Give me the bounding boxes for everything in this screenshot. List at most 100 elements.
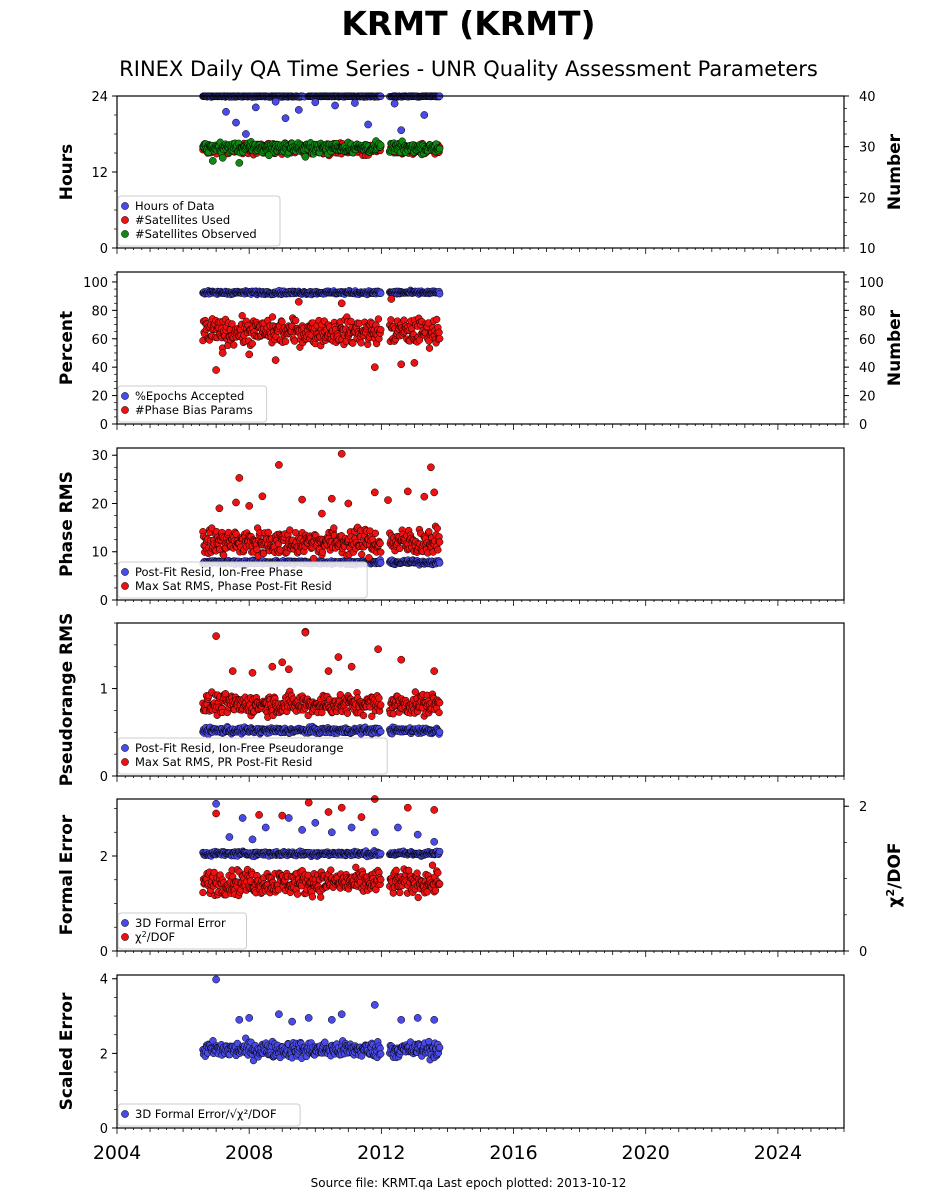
data-point-outlier: [337, 299, 346, 308]
data-point: [433, 524, 441, 533]
data-point: [292, 316, 300, 325]
legend-box: [117, 737, 388, 775]
data-point: [230, 341, 238, 349]
series-blue: [199, 286, 444, 299]
legend-label: Post-Fit Resid, Ion-Free Phase: [135, 565, 303, 579]
legend-marker: [121, 216, 129, 224]
data-point-outlier: [337, 803, 346, 812]
data-point-outlier: [384, 496, 392, 504]
data-point: [413, 869, 421, 877]
data-point: [431, 886, 440, 895]
y-tick-label: 30: [91, 449, 108, 464]
series-group: [199, 449, 444, 569]
data-point: [436, 290, 444, 298]
data-point-outlier: [212, 632, 220, 640]
data-point-outlier: [324, 808, 333, 816]
data-point: [318, 708, 326, 717]
y-right-tick-label: 10: [859, 242, 876, 257]
data-point: [377, 548, 385, 556]
y-right-axis-label: Number: [885, 133, 905, 210]
data-point: [268, 313, 277, 321]
data-point-outlier: [294, 106, 303, 114]
data-point: [377, 727, 385, 736]
data-point: [308, 893, 317, 901]
data-point: [371, 529, 380, 537]
data-point: [434, 869, 442, 877]
data-point: [208, 524, 216, 532]
data-point-outlier: [344, 499, 353, 508]
legend-box: [117, 195, 281, 247]
data-point: [411, 688, 419, 696]
legend-marker: [121, 758, 129, 766]
series-red: [199, 795, 444, 902]
data-point: [290, 337, 299, 345]
y-right-tick-label: 20: [859, 191, 876, 206]
y-right-tick-label: 40: [859, 90, 876, 105]
data-point-outlier: [251, 103, 260, 112]
legend-label: 3D Formal Error: [135, 916, 226, 930]
data-point-outlier: [430, 806, 439, 814]
data-point-outlier: [222, 107, 230, 116]
data-point: [377, 875, 385, 884]
legend-label: Max Sat RMS, PR Post-Fit Resid: [135, 755, 312, 769]
y-right-tick-label: 0: [859, 418, 867, 433]
series-blue: [199, 799, 444, 861]
data-point: [434, 546, 442, 554]
data-point: [359, 711, 368, 720]
data-point: [199, 888, 207, 897]
data-point: [357, 339, 365, 347]
data-point-outlier: [364, 120, 372, 129]
y-tick-label: 20: [91, 497, 108, 512]
series-blue: [199, 92, 444, 138]
y-axis-label: Formal Error: [57, 814, 77, 935]
data-point-outlier: [347, 662, 356, 671]
legend-box: [117, 561, 368, 599]
chart-subtitle: RINEX Daily QA Time Series - UNR Quality…: [119, 57, 818, 81]
data-point: [389, 889, 397, 897]
plot-frame: [116, 622, 845, 777]
y-right-tick-label: 60: [859, 333, 876, 348]
plot-frame: [116, 95, 845, 249]
y-right-tick-label: 40: [859, 361, 876, 376]
legend-marker: [121, 406, 129, 414]
legend-marker: [121, 919, 129, 927]
data-point: [368, 712, 376, 720]
data-point-outlier: [387, 295, 396, 303]
series-red: [199, 449, 444, 563]
data-point: [264, 528, 272, 537]
legend-marker: [121, 392, 129, 400]
data-point: [435, 328, 443, 336]
data-point: [436, 538, 444, 546]
data-point: [259, 549, 268, 558]
data-point-outlier: [218, 153, 227, 162]
y-tick-label: 40: [91, 361, 108, 376]
data-point-outlier: [268, 662, 277, 671]
data-point-outlier: [413, 830, 422, 839]
data-point: [228, 320, 236, 328]
data-point: [436, 559, 444, 567]
data-point: [281, 337, 290, 346]
panel-3: 0 10 20 30 Phase RMS Post-Fit Resid, Ion-Free…: [57, 447, 845, 609]
data-point-outlier: [225, 833, 234, 841]
data-point: [387, 316, 395, 324]
data-point-outlier: [427, 463, 435, 472]
y-tick-label: 0: [100, 770, 108, 785]
data-point: [318, 548, 327, 556]
data-point-outlier: [324, 667, 333, 675]
y-tick-label: 100: [83, 276, 108, 291]
data-point-outlier: [278, 811, 287, 820]
data-point: [433, 315, 441, 324]
data-point-outlier: [390, 99, 399, 108]
series-green: [199, 137, 444, 167]
legend-box: [117, 385, 268, 423]
panel-2: 0 20 40 60 80 100 0 20 40 60 80 100 Number Percent %Ep…: [57, 271, 905, 433]
data-point-outlier: [357, 813, 366, 821]
y-axis-label: Pseudorange RMS: [57, 613, 77, 787]
data-point: [349, 339, 357, 347]
data-point: [377, 325, 385, 334]
data-point-outlier: [258, 492, 267, 501]
y-right-tick-label: 30: [859, 141, 876, 156]
plot-frame: [116, 271, 845, 425]
